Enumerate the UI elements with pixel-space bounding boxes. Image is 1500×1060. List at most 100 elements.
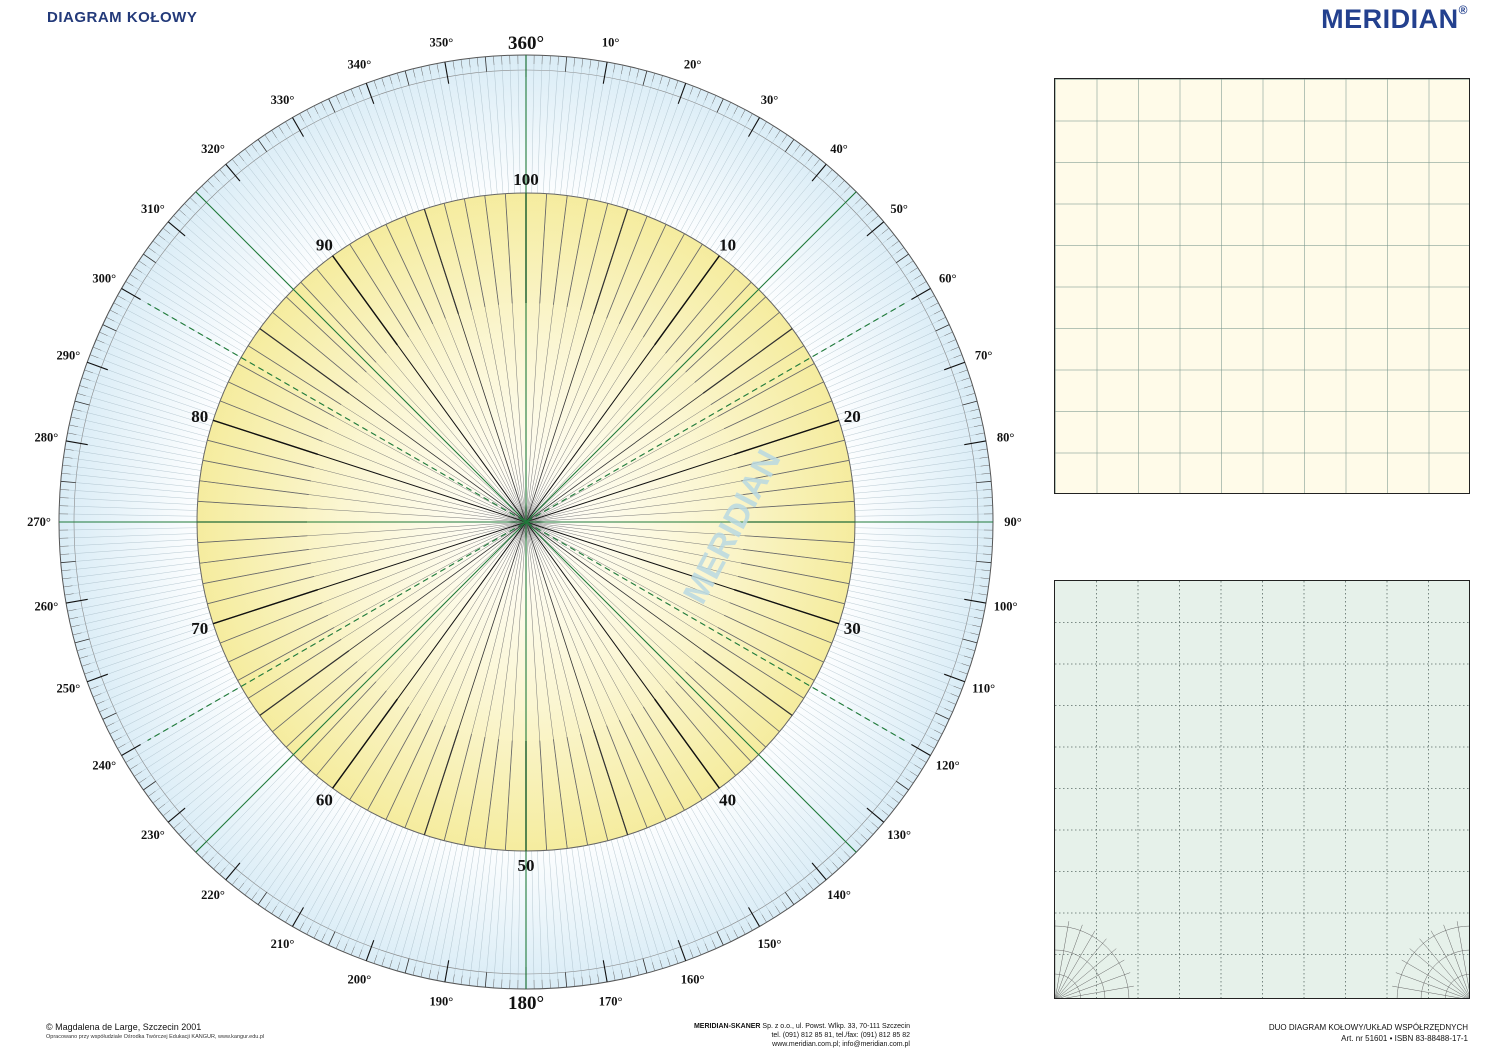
- degree-spoke: [430, 73, 458, 201]
- degree-tick: [321, 102, 326, 111]
- percent-label: 70: [191, 619, 208, 638]
- percent-tick: [285, 296, 367, 373]
- percent-tick: [300, 281, 377, 363]
- degree-spoke: [565, 848, 582, 977]
- degree-spoke: [728, 781, 809, 884]
- degree-spoke: [685, 809, 749, 923]
- degree-tick: [964, 598, 987, 604]
- percent-tick: [367, 713, 421, 811]
- degree-spoke: [76, 434, 204, 460]
- degree-tick: [712, 95, 717, 104]
- percent-tick: [202, 562, 311, 585]
- degree-spoke: [346, 100, 398, 220]
- degree-spoke: [853, 550, 977, 562]
- degree-tick: [67, 609, 77, 612]
- protractor-ray: [1409, 948, 1469, 998]
- degree-spoke: [766, 746, 862, 835]
- degree-spoke: [225, 176, 311, 274]
- degree-spoke: [243, 781, 324, 884]
- degree-tick: [365, 82, 375, 105]
- degree-tick: [628, 968, 632, 978]
- degree-tick: [674, 954, 679, 964]
- degree-tick: [918, 757, 927, 763]
- degree-tick: [313, 105, 319, 115]
- percent-tick: [734, 589, 840, 625]
- percent-tick: [349, 706, 410, 801]
- degree-spoke: [664, 112, 718, 224]
- percent-tick: [618, 224, 667, 325]
- degree-tick: [152, 240, 161, 247]
- degree-tick: [891, 240, 900, 247]
- degree-label: 300°: [92, 272, 116, 286]
- degree-tick: [238, 882, 245, 891]
- percent-tick: [272, 311, 358, 383]
- percent-tick: [219, 602, 323, 644]
- degree-tick: [99, 331, 108, 336]
- percent-tick: [723, 614, 824, 663]
- percent-tick: [702, 650, 793, 716]
- degree-spoke: [537, 850, 543, 980]
- percent-tick: [694, 661, 780, 733]
- percent-tick: [702, 328, 793, 394]
- degree-tick: [781, 134, 788, 143]
- degree-tick: [264, 134, 271, 143]
- degree-spoke: [68, 513, 198, 517]
- degree-tick: [933, 729, 943, 735]
- degree-tick: [81, 663, 91, 667]
- degree-tick: [306, 109, 312, 118]
- protractor-ray: [1057, 959, 1125, 998]
- page-title: DIAGRAM KOŁOWY: [47, 9, 198, 26]
- degree-spoke: [354, 826, 403, 947]
- degree-tick: [444, 61, 450, 84]
- degree-spoke: [627, 86, 668, 210]
- degree-spoke: [69, 544, 198, 555]
- degree-tick: [972, 624, 982, 628]
- degree-spoke: [845, 411, 971, 443]
- degree-tick: [219, 169, 226, 177]
- protractor-ray: [1456, 921, 1469, 991]
- degree-label: 40°: [830, 142, 848, 156]
- degree-tick: [173, 215, 181, 222]
- degree-tick: [60, 489, 70, 491]
- degree-tick: [807, 153, 814, 162]
- degree-spoke: [391, 83, 430, 208]
- degree-tick: [966, 648, 975, 651]
- degree-spoke: [851, 567, 980, 586]
- degree-tick: [677, 82, 687, 105]
- degree-label: 70°: [975, 348, 993, 362]
- degree-label: 210°: [271, 937, 295, 951]
- degree-label: 100°: [994, 600, 1018, 614]
- degree-spoke: [824, 330, 936, 384]
- degree-tick: [244, 148, 251, 157]
- degree-tick: [72, 408, 82, 412]
- degree-tick: [557, 56, 559, 66]
- degree-tick: [251, 144, 257, 152]
- degree-tick: [980, 577, 990, 580]
- degree-tick: [257, 892, 268, 905]
- degree-spoke: [68, 533, 198, 539]
- degree-spoke: [422, 75, 453, 202]
- degree-tick: [784, 139, 795, 152]
- degree-tick: [335, 940, 340, 949]
- degree-tick: [807, 882, 814, 891]
- degree-tick: [420, 66, 424, 76]
- degree-tick: [911, 744, 931, 756]
- degree-tick: [436, 971, 439, 981]
- degree-tick: [244, 887, 251, 896]
- degree-spoke: [670, 110, 727, 227]
- protractor-ray: [1059, 972, 1131, 998]
- degree-tick: [943, 673, 966, 683]
- degree-spoke: [283, 133, 352, 244]
- degree-spoke: [850, 573, 979, 594]
- degree-tick: [814, 877, 821, 886]
- degree-spoke: [599, 842, 630, 969]
- degree-spoke: [79, 595, 206, 626]
- degree-tick: [189, 197, 197, 205]
- degree-spoke: [854, 513, 984, 517]
- degree-label: 220°: [201, 888, 225, 902]
- degree-spoke: [190, 209, 286, 298]
- copyright-text: © Magdalena de Large, Szczecin 2001: [46, 1022, 202, 1032]
- degree-tick: [937, 722, 946, 727]
- degree-tick: [70, 416, 80, 420]
- degree-tick: [775, 905, 781, 914]
